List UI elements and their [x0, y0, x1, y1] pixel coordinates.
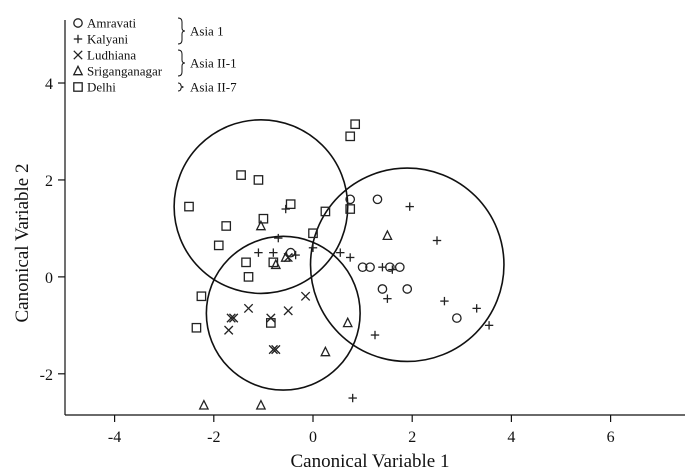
point-kalyani	[346, 253, 355, 262]
point-kalyani	[254, 248, 263, 257]
point-amravati	[357, 262, 368, 273]
x-tick-label: 0	[309, 429, 317, 446]
point-sriganganagar	[255, 219, 267, 231]
group-brace-asia-ii-1	[177, 49, 186, 77]
point-ludhiana	[283, 306, 293, 316]
point-delhi	[221, 221, 232, 231]
legend-marker-delhi	[73, 82, 83, 92]
x-tick-label: 2	[408, 429, 416, 446]
x-tick-label: 4	[507, 429, 515, 446]
point-ludhiana	[228, 313, 239, 323]
point-sriganganagar	[342, 316, 353, 328]
point-amravati	[372, 194, 383, 205]
point-ludhiana	[300, 291, 311, 301]
point-delhi	[308, 228, 318, 239]
point-sriganganagar	[255, 399, 267, 410]
cluster-circle	[205, 235, 361, 391]
point-kalyani	[348, 393, 357, 403]
group-label-asia-ii-1: Asia II-1	[190, 56, 237, 71]
point-kalyani	[472, 304, 481, 313]
point-sriganganagar	[270, 258, 282, 270]
point-sriganganagar	[382, 229, 393, 241]
point-ludhiana	[243, 303, 254, 314]
point-amravati	[285, 247, 296, 258]
point-delhi	[345, 131, 356, 142]
legend-marker-ludhiana	[73, 50, 83, 60]
point-delhi	[191, 322, 202, 333]
group-label-asia-1: Asia 1	[190, 24, 224, 39]
point-amravati	[345, 194, 356, 205]
point-kalyani	[383, 294, 392, 303]
point-delhi	[345, 204, 356, 214]
point-kalyani	[274, 233, 283, 243]
point-delhi	[285, 199, 296, 210]
point-kalyani	[308, 243, 318, 252]
legend-marker-amravati	[73, 18, 83, 28]
point-kalyani	[405, 202, 414, 211]
point-amravati	[377, 284, 388, 294]
point-ludhiana	[224, 325, 234, 335]
point-amravati	[451, 313, 462, 323]
y-tick-label: 0	[45, 270, 53, 287]
point-delhi	[268, 257, 279, 268]
point-delhi	[350, 119, 361, 130]
legend: AmravatiKalyaniLudhianaSriganganagarDelh…	[72, 16, 237, 95]
point-ludhiana	[271, 344, 281, 355]
group-brace-asia-ii-7	[177, 82, 185, 92]
point-kalyani	[336, 248, 345, 257]
legend-marker-kalyani	[73, 34, 83, 44]
y-axis-label: Canonical Variable 2	[12, 164, 33, 323]
cluster-circle	[173, 118, 349, 295]
legend-label-amravati: Amravati	[87, 16, 136, 31]
point-ludhiana	[268, 344, 278, 355]
point-delhi	[196, 291, 207, 302]
legend-label-ludhiana: Ludhiana	[87, 48, 136, 63]
point-delhi	[241, 257, 251, 268]
x-tick-label: -2	[207, 429, 220, 446]
point-delhi	[320, 206, 331, 217]
point-kalyani	[432, 236, 442, 245]
axes: -4 -2 0 2 4 6 -2 0 2 4	[40, 20, 685, 446]
point-kalyani	[291, 250, 300, 260]
point-kalyani	[378, 262, 387, 272]
legend-label-delhi: Delhi	[87, 80, 116, 95]
point-delhi	[213, 240, 224, 251]
point-delhi	[243, 272, 254, 282]
point-kalyani	[388, 265, 397, 274]
point-kalyani	[484, 321, 494, 330]
x-axis-label: Canonical Variable 1	[291, 451, 450, 472]
y-tick-label: 2	[45, 173, 53, 190]
point-kalyani	[440, 296, 449, 306]
point-amravati	[365, 262, 375, 273]
legend-marker-sriganganagar	[72, 64, 84, 76]
point-delhi	[258, 213, 269, 224]
point-delhi	[184, 201, 194, 212]
point-kalyani	[269, 248, 278, 257]
point-delhi	[253, 175, 264, 185]
point-sriganganagar	[198, 399, 210, 410]
data-points	[184, 119, 494, 410]
point-kalyani	[370, 330, 380, 340]
point-amravati	[402, 284, 413, 294]
legend-label-kalyani: Kalyani	[87, 32, 129, 47]
group-brace-asia-1	[177, 17, 186, 45]
point-sriganganagar	[280, 251, 291, 262]
point-sriganganagar	[320, 345, 331, 357]
y-tick-label: -2	[40, 367, 53, 384]
point-delhi	[265, 318, 276, 328]
x-tick-label: -4	[108, 429, 121, 446]
x-tick-label: 6	[607, 429, 615, 446]
point-delhi	[236, 170, 246, 180]
cluster-circles	[173, 118, 505, 391]
point-amravati	[394, 262, 405, 273]
y-tick-label: 4	[45, 76, 53, 93]
point-ludhiana	[226, 313, 236, 323]
legend-label-sriganganagar: Sriganganagar	[87, 64, 163, 79]
cluster-circle	[309, 167, 505, 363]
group-label-asia-ii-7: Asia II-7	[190, 80, 237, 95]
